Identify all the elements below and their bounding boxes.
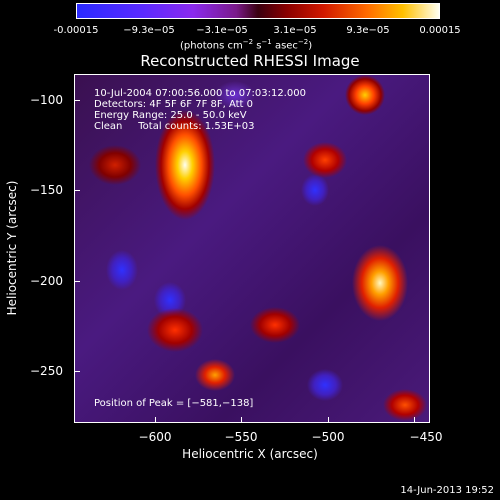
- y-axis-label: Heliocentric Y (arcsec): [5, 180, 19, 316]
- colorbar-label: −9.3e−05: [123, 25, 175, 36]
- colorbar-units: (photons cm−2 s−1 asec−2): [180, 38, 313, 52]
- y-tick-label: −100: [30, 93, 63, 107]
- x-tick-label: −550: [224, 430, 258, 444]
- x-tick-mark: [414, 417, 415, 423]
- y-tick-mark: [74, 100, 80, 101]
- y-tick-mark: [74, 281, 80, 282]
- colorbar-label: -0.00015: [53, 25, 99, 36]
- y-tick-label: −250: [30, 364, 63, 378]
- x-tick-label: −500: [311, 430, 345, 444]
- colorbar-label: 3.1e−05: [273, 25, 317, 36]
- time-range: 10-Jul-2004 07:00:56.000 to 07:03:12.000: [94, 88, 306, 99]
- colorbar-label: −3.1e−05: [196, 25, 248, 36]
- x-tick-label: −450: [409, 430, 443, 444]
- detectors-info: Detectors: 4F 5F 6F 7F 8F, Att 0: [94, 99, 254, 110]
- rhessi-image: [74, 74, 430, 423]
- peak-position: Position of Peak = [−581,−138]: [94, 398, 254, 409]
- y-tick-label: −150: [30, 183, 63, 197]
- x-tick-mark: [241, 417, 242, 423]
- colorbar: [76, 3, 440, 19]
- colorbar-label: 0.00015: [419, 25, 461, 36]
- x-tick-mark: [155, 417, 156, 423]
- x-axis-label: Heliocentric X (arcsec): [182, 447, 318, 461]
- x-tick-mark: [328, 417, 329, 423]
- colorbar-label: 9.3e−05: [346, 25, 390, 36]
- x-tick-label: −600: [138, 430, 172, 444]
- image-title: Reconstructed RHESSI Image: [140, 52, 360, 70]
- y-tick-label: −200: [30, 274, 63, 288]
- y-tick-mark: [74, 371, 80, 372]
- y-tick-mark: [74, 190, 80, 191]
- clean-counts: Clean Total counts: 1.53E+03: [94, 121, 255, 132]
- timestamp: 14-Jun-2013 19:52: [400, 485, 494, 496]
- energy-range: Energy Range: 25.0 - 50.0 keV: [94, 110, 247, 121]
